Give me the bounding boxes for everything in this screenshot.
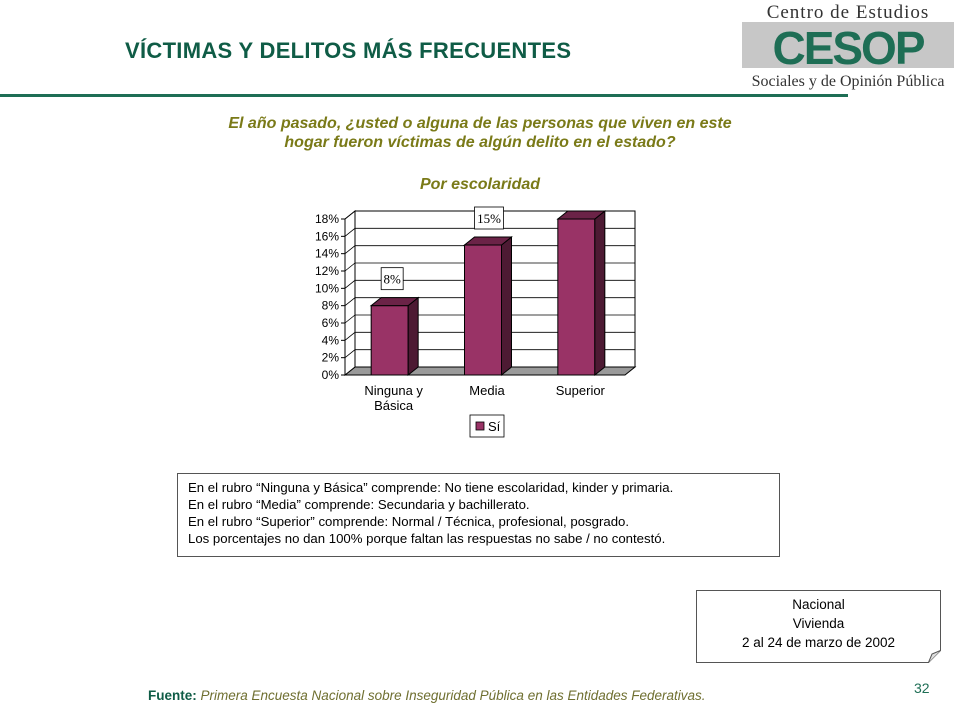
source-line: Fuente: Primera Encuesta Nacional sobre … xyxy=(148,688,706,703)
gridline xyxy=(344,314,635,324)
y-tick-label: 10% xyxy=(315,281,339,295)
page-number: 32 xyxy=(914,680,930,696)
data-label-box xyxy=(474,206,504,230)
data-label-box xyxy=(380,267,404,291)
y-tick-label: 0% xyxy=(322,368,340,382)
question-line-2: hogar fueron víctimas de algún delito en… xyxy=(284,134,676,151)
gridline xyxy=(344,349,635,358)
data-label: 15% xyxy=(477,211,501,226)
y-tick-label: 4% xyxy=(322,333,340,347)
bar-top xyxy=(556,210,607,220)
note-line: En el rubro “Media” comprende: Secundari… xyxy=(188,497,530,512)
gridline xyxy=(344,297,635,306)
bar-top xyxy=(463,236,513,246)
info-method: Vivienda xyxy=(792,616,845,631)
x-tick-label: Básica xyxy=(374,398,414,413)
x-tick-label: Ninguna y xyxy=(364,383,423,398)
gridline xyxy=(344,227,635,237)
logo-top-text: Centro de Estudios xyxy=(767,2,930,23)
gridline xyxy=(344,331,635,341)
bar-side xyxy=(501,235,512,377)
bar xyxy=(557,218,596,376)
legend-swatch xyxy=(475,421,485,431)
page-title: VÍCTIMAS Y DELITOS MÁS FRECUENTES xyxy=(125,38,572,63)
y-tick-label: 6% xyxy=(322,316,340,330)
question-line-1: El año pasado, ¿usted o alguna de las pe… xyxy=(228,115,732,132)
bar xyxy=(464,244,502,376)
gridline xyxy=(344,279,635,289)
bar-side xyxy=(594,209,606,377)
gridline xyxy=(344,210,635,220)
notes-box: En el rubro “Ninguna y Básica” comprende… xyxy=(177,473,780,557)
survey-question: El año pasado, ¿usted o alguna de las pe… xyxy=(150,114,810,152)
info-scope: Nacional xyxy=(792,597,845,612)
y-tick-label: 14% xyxy=(315,247,339,261)
info-dates: 2 al 24 de marzo de 2002 xyxy=(741,635,896,650)
y-tick-label: 12% xyxy=(315,264,339,278)
chart-subtitle: Por escolaridad xyxy=(419,176,541,193)
source-text: Primera Encuesta Nacional sobre Inseguri… xyxy=(200,688,706,703)
x-tick-label: Superior xyxy=(556,383,606,398)
bar-top xyxy=(369,297,420,307)
y-tick-label: 18% xyxy=(315,212,339,226)
gridline xyxy=(344,262,635,272)
gridline xyxy=(344,245,635,254)
bar xyxy=(370,305,409,376)
data-label: 8% xyxy=(383,272,401,287)
note-line: En el rubro “Ninguna y Básica” comprende… xyxy=(188,480,674,495)
x-tick-label: Media xyxy=(469,383,505,398)
bar-chart: 0% 2% 4% 6% 8% 10% 12% 14% 16% 18% 8% Ninguna yBási… xyxy=(315,206,637,438)
logo-mark-text: CESOP xyxy=(772,22,924,74)
note-line: Los porcentajes no dan 100% porque falta… xyxy=(188,531,666,546)
y-tick-label: 8% xyxy=(322,299,340,313)
survey-info-box: Nacional Vivienda 2 al 24 de marzo de 20… xyxy=(696,590,941,663)
y-tick-label: 16% xyxy=(315,229,339,243)
source-label: Fuente: xyxy=(148,688,197,703)
cesop-logo: Centro de Estudios CESOP Sociales y de O… xyxy=(742,2,954,90)
y-tick-label: 2% xyxy=(322,351,340,365)
legend-box xyxy=(469,414,505,438)
legend-label: Sí xyxy=(488,419,501,434)
bar-side xyxy=(407,296,419,377)
note-line: En el rubro “Superior” comprende: Normal… xyxy=(188,514,630,529)
header-rule xyxy=(0,94,848,97)
logo-bottom-text: Sociales y de Opinión Pública xyxy=(752,73,945,90)
folded-note-shape xyxy=(696,590,941,663)
